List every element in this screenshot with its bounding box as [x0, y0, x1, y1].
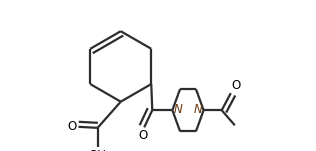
Text: O: O: [139, 129, 148, 142]
Text: O: O: [67, 120, 76, 133]
Text: OH: OH: [88, 149, 106, 151]
Text: O: O: [232, 79, 241, 92]
Text: N: N: [194, 103, 203, 116]
Text: N: N: [173, 103, 182, 116]
